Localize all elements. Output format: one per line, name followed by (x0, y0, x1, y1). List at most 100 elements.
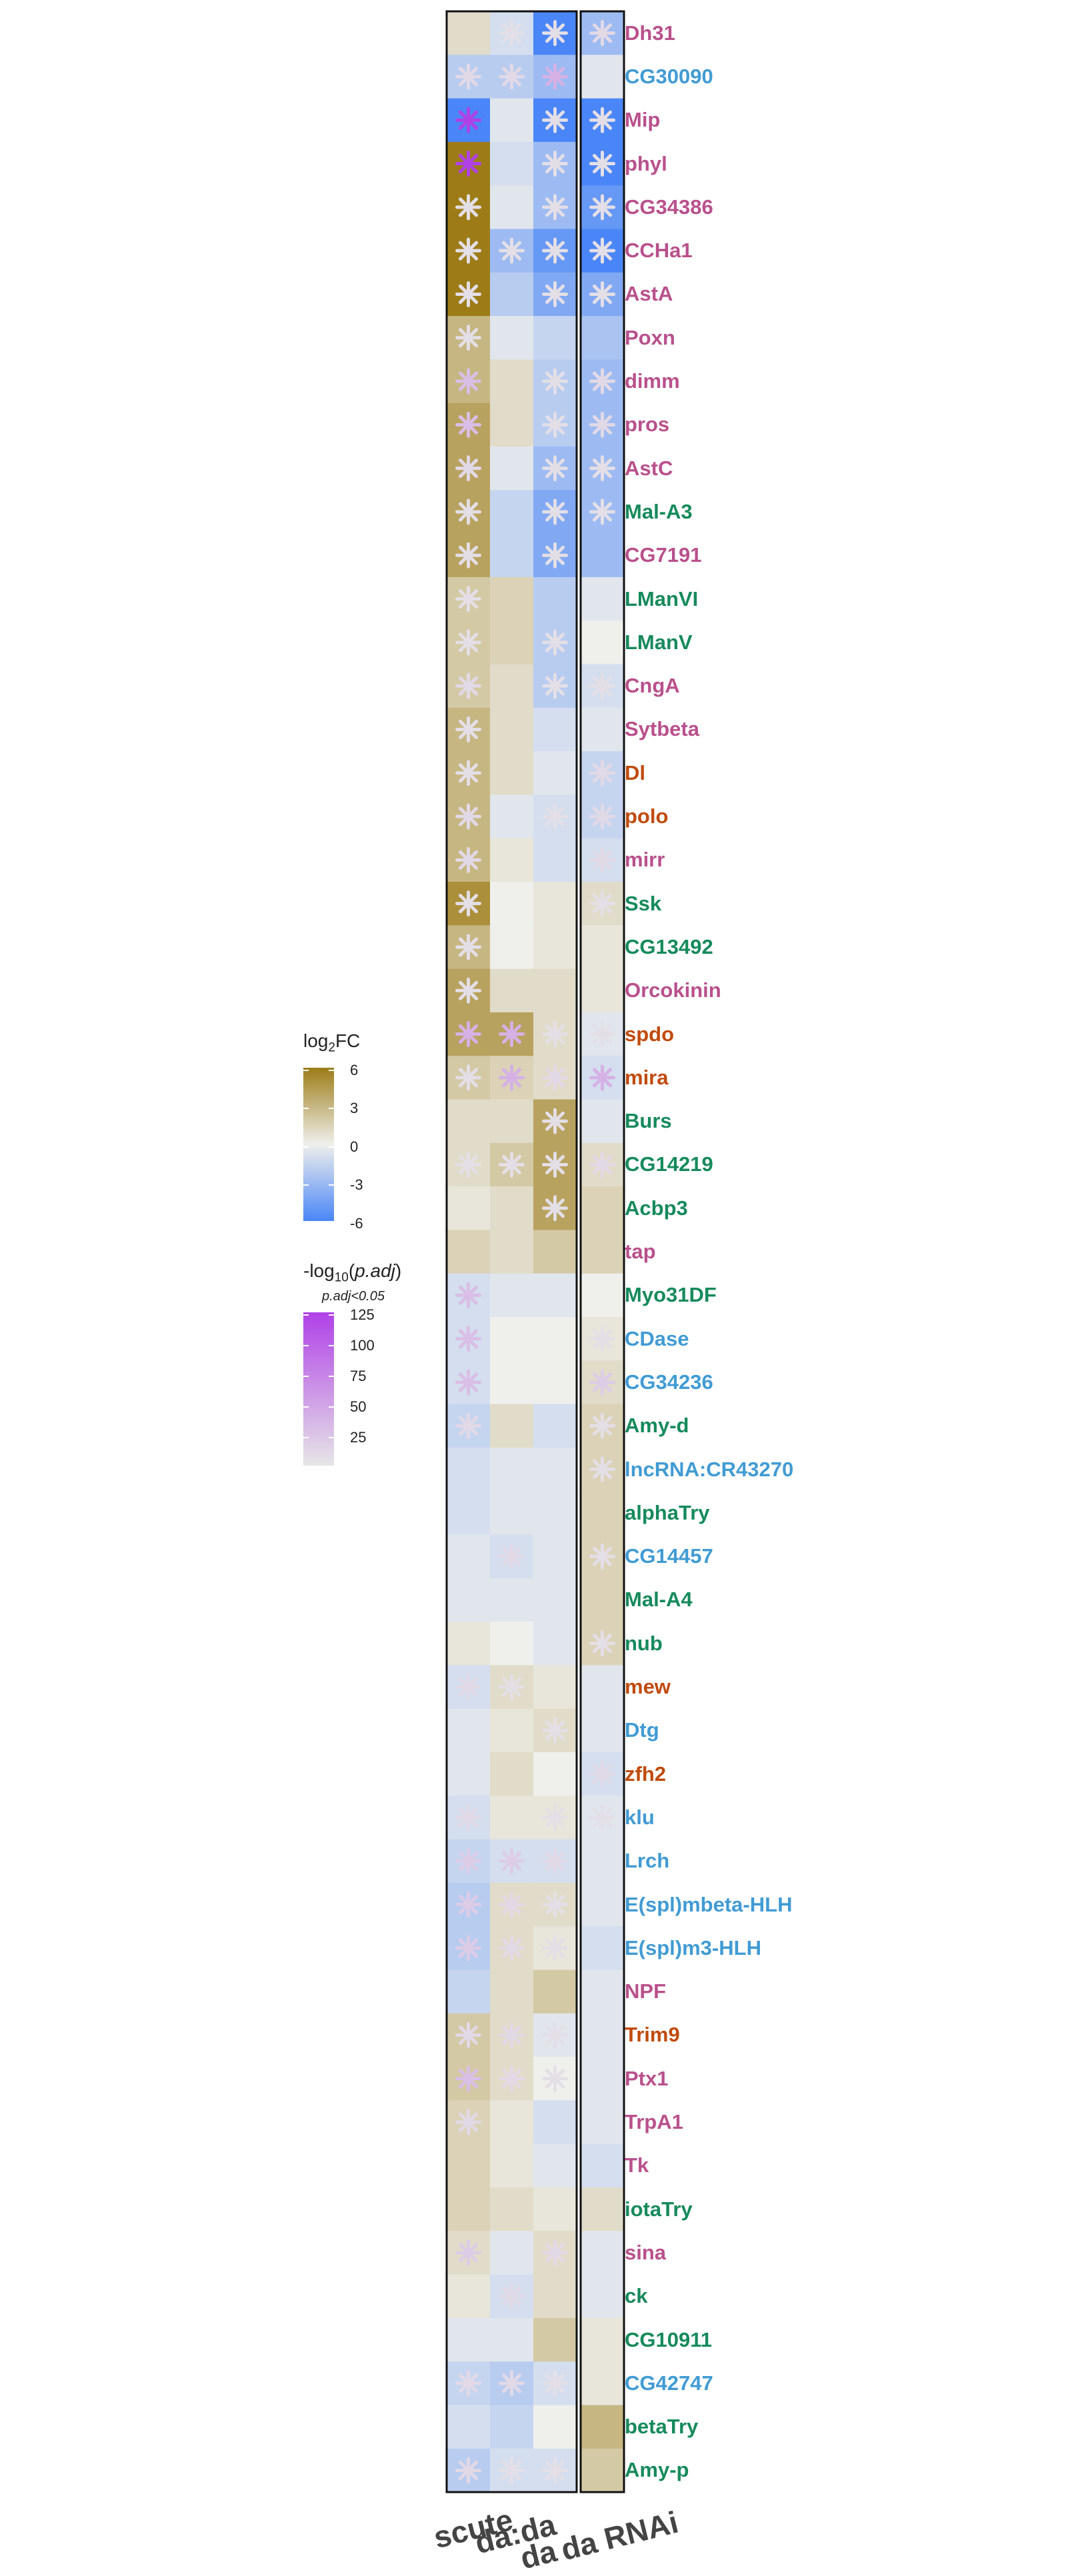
colorbar-tick-label: 6 (350, 1061, 359, 1078)
heatmap-cell (447, 1230, 491, 1274)
heatmap-cell (490, 1622, 534, 1666)
heatmap-cell (490, 1447, 534, 1492)
heatmap-cell (533, 1404, 577, 1448)
colorbar-tick (329, 1345, 334, 1347)
significance-star (455, 151, 481, 177)
heatmap-cell (581, 2405, 625, 2449)
significance-star (455, 1021, 481, 1048)
significance-star (455, 1151, 481, 1178)
heatmap-cell (533, 1273, 577, 1318)
significance-star (499, 2370, 525, 2397)
significance-star (589, 1369, 615, 1396)
gene-label: Tk (625, 2153, 649, 2177)
colorbar-tick (329, 1146, 334, 1148)
heatmap-cell (533, 707, 577, 752)
heatmap-cell (581, 2057, 625, 2101)
heatmap-cell (581, 968, 625, 1013)
heatmap-cell (533, 316, 577, 360)
heatmap-cell (490, 533, 534, 578)
heatmap-cell (447, 1708, 491, 1753)
significance-star (542, 1804, 568, 1831)
colorbar-tick (303, 1314, 309, 1316)
heatmap-cell (490, 1796, 534, 1840)
heatmap-cell (533, 2143, 577, 2188)
heatmap-cell (490, 403, 534, 447)
colorbar-tick-label: 25 (350, 1429, 367, 1446)
heatmap-cell (447, 2317, 491, 2362)
heatmap-cell (490, 2100, 534, 2145)
heatmap-cell (581, 925, 625, 970)
heatmap-cell (581, 1665, 625, 1710)
significance-star (589, 1412, 615, 1439)
gene-label: pros (625, 413, 670, 437)
padj-legend: -log10(p.adj) p.adj<0.05 125 100 75 50 25 (303, 1260, 457, 1472)
gene-label: LManVI (625, 587, 699, 611)
heatmap-cell (533, 1578, 577, 1622)
significance-star (589, 151, 615, 177)
gene-label: CG7191 (625, 543, 702, 567)
heatmap-cell (490, 621, 534, 665)
heatmap-row (447, 1447, 625, 1492)
heatmap-cell (581, 1273, 625, 1318)
gene-label: Acbp3 (625, 1196, 688, 1220)
significance-star (589, 281, 615, 307)
heatmap-cell (490, 925, 534, 970)
significance-star (589, 455, 615, 482)
gene-label: mira (625, 1065, 669, 1089)
significance-star (455, 411, 481, 438)
heatmap-row (447, 2057, 625, 2101)
gene-label: klu (625, 1805, 655, 1829)
colorbar-tick (329, 1108, 334, 1110)
heatmap-row (447, 2231, 625, 2275)
significance-star (589, 194, 615, 221)
significance-star (542, 2021, 568, 2048)
heatmap-cell (581, 1230, 625, 1274)
heatmap-cell (533, 838, 577, 882)
padj-legend-title: -log10(p.adj) (303, 1260, 402, 1285)
significance-star (589, 1326, 615, 1352)
significance-star (542, 368, 568, 395)
heatmap-cell (490, 1186, 534, 1230)
heatmap-cell (490, 968, 534, 1013)
heatmap-cell (581, 2143, 625, 2188)
heatmap-border-rnai (579, 10, 625, 2493)
significance-star (542, 499, 568, 525)
significance-star (542, 1021, 568, 1048)
gene-label: CDase (625, 1326, 689, 1350)
heatmap-row (447, 490, 625, 535)
heatmap-row (447, 2143, 625, 2188)
heatmap-cell (490, 794, 534, 839)
significance-star (455, 499, 481, 525)
gene-label: LManV (625, 630, 693, 654)
significance-star (589, 803, 615, 830)
significance-star (542, 1935, 568, 1961)
colorbar-tick (329, 1222, 334, 1224)
gene-label: Amy-d (625, 1414, 689, 1438)
significance-star (542, 107, 568, 133)
significance-star (542, 63, 568, 90)
heatmap-cell (490, 664, 534, 708)
heatmap-cell (533, 1447, 577, 1492)
gene-label: nub (625, 1631, 663, 1655)
gene-label: mew (625, 1675, 671, 1699)
heatmap-border-main (445, 10, 578, 2493)
heatmap-row (447, 2187, 625, 2231)
heatmap-cell (533, 1317, 577, 1361)
significance-star (499, 2283, 525, 2309)
significance-star (499, 20, 525, 47)
heatmap-row (447, 968, 625, 1013)
heatmap-row (447, 1317, 625, 1361)
significance-star (455, 2021, 481, 2048)
heatmap-cell (533, 2187, 577, 2231)
fc-legend: log2FC 6 3 0 -3 -6 (303, 1030, 457, 1232)
gene-label: Ssk (625, 891, 662, 915)
heatmap-cell (490, 577, 534, 621)
colorbar-tick (303, 1406, 309, 1408)
gene-label: AstC (625, 456, 673, 480)
significance-star (589, 1543, 615, 1570)
gene-label: CG10911 (625, 2327, 712, 2351)
heatmap-cell (490, 272, 534, 317)
significance-star (542, 672, 568, 699)
heatmap-row (447, 98, 625, 143)
